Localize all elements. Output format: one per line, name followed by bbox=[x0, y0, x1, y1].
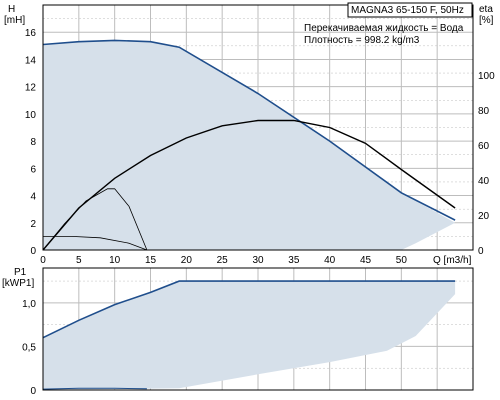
x-tick-label: 0 bbox=[40, 255, 46, 266]
eta-axis-unit: [%] bbox=[479, 15, 494, 26]
h-tick-label: 10 bbox=[25, 110, 37, 121]
efficiency-max-curve bbox=[42, 119, 456, 251]
x-tick-label: 40 bbox=[324, 255, 336, 266]
h-tick-label: 8 bbox=[30, 137, 36, 148]
x-tick-label: 35 bbox=[288, 255, 300, 266]
eta-tick-label: 60 bbox=[478, 141, 490, 152]
p1-tick-label: 0,5 bbox=[22, 342, 36, 353]
efficiency-min-curve bbox=[42, 188, 148, 251]
x-axis-label: Q [m3/h] bbox=[433, 255, 472, 266]
eta-tick-label: 20 bbox=[478, 211, 490, 222]
p1-tick-label: 0 bbox=[30, 386, 36, 397]
eta-tick-label: 0 bbox=[478, 246, 484, 257]
density-annotation: Плотность = 998.2 kg/m3 bbox=[304, 35, 420, 46]
x-tick-label: 15 bbox=[145, 255, 157, 266]
x-tick-label: 10 bbox=[109, 255, 121, 266]
h-tick-label: 0 bbox=[30, 246, 36, 257]
min-head-curve bbox=[43, 235, 148, 251]
chart-title: MAGNA3 65-150 F, 50Hz bbox=[351, 5, 464, 16]
x-tick-label: 5 bbox=[76, 255, 82, 266]
p1-axis-title: P1 bbox=[14, 267, 27, 278]
power-envelope-area bbox=[43, 281, 456, 390]
power-max-curve bbox=[42, 280, 456, 339]
h-tick-label: 2 bbox=[30, 219, 36, 230]
h-axis-unit: [mH] bbox=[4, 15, 25, 26]
x-tick-label: 20 bbox=[181, 255, 193, 266]
chart-title-box bbox=[347, 2, 473, 18]
h-axis-title: H bbox=[8, 4, 15, 15]
power-min-curve bbox=[42, 387, 147, 390]
x-tick-label: 50 bbox=[396, 255, 408, 266]
p1-axis-unit: [kWP1] bbox=[2, 278, 34, 289]
head-chart: 0 5 10 15 20 25 30 35 40 45 50 0 2 4 6 8 10 12 14 16 0 20 40 60… bbox=[4, 2, 495, 266]
liquid-annotation: Перекачиваемая жидкость = Вода bbox=[304, 23, 464, 34]
eta-tick-label: 40 bbox=[478, 176, 490, 187]
eta-tick-label: 100 bbox=[478, 71, 495, 82]
eta-axis-title: eta bbox=[479, 4, 493, 15]
head-chart-frame bbox=[42, 4, 474, 251]
x-tick-label: 25 bbox=[217, 255, 229, 266]
eta-tick-label: 80 bbox=[478, 106, 490, 117]
x-tick-label: 45 bbox=[360, 255, 372, 266]
h-tick-label: 14 bbox=[25, 55, 37, 66]
max-head-curve bbox=[42, 39, 456, 221]
operating-envelope-area bbox=[43, 40, 456, 251]
x-tick-label: 30 bbox=[252, 255, 264, 266]
h-tick-label: 12 bbox=[25, 83, 37, 94]
h-tick-label: 16 bbox=[25, 28, 37, 39]
power-chart: 0 0,5 1,0 P1 [kWP1] bbox=[2, 267, 474, 397]
h-tick-label: 4 bbox=[30, 192, 36, 203]
p1-tick-label: 1,0 bbox=[22, 299, 36, 310]
power-chart-frame bbox=[42, 267, 474, 391]
h-tick-label: 6 bbox=[30, 164, 36, 175]
